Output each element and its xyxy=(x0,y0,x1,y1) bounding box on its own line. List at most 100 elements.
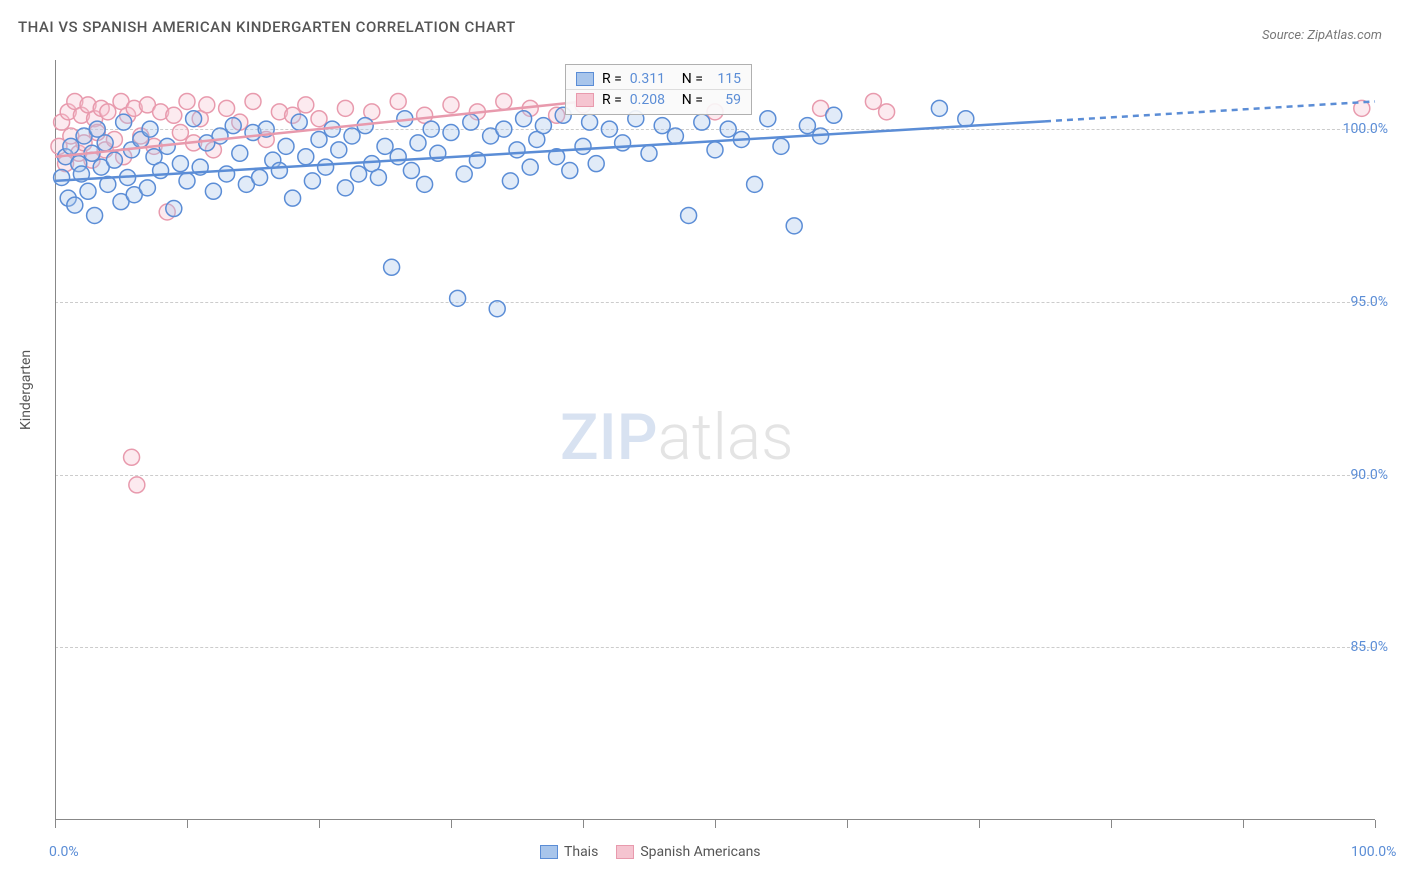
data-point xyxy=(271,163,287,179)
correlation-legend: R = 0.311 N = 115 R = 0.208 N = 59 xyxy=(565,64,752,115)
chart-container: THAI VS SPANISH AMERICAN KINDERGARTEN CO… xyxy=(0,0,1406,892)
data-point xyxy=(760,111,776,127)
data-point xyxy=(179,93,195,109)
data-point xyxy=(575,138,591,154)
data-point xyxy=(516,111,532,127)
data-point xyxy=(298,149,314,165)
data-point xyxy=(225,118,241,134)
legend-r-label: R = xyxy=(602,92,622,108)
data-point xyxy=(496,93,512,109)
data-point xyxy=(344,128,360,144)
data-point xyxy=(390,149,406,165)
data-point xyxy=(681,207,697,223)
data-point xyxy=(166,201,182,217)
legend-r-value: 0.311 xyxy=(630,71,674,87)
data-point xyxy=(304,173,320,189)
data-point xyxy=(443,97,459,113)
legend-item-thais: Thais xyxy=(540,844,598,860)
legend-row-spanish: R = 0.208 N = 59 xyxy=(566,89,751,110)
data-point xyxy=(205,183,221,199)
data-point xyxy=(311,131,327,147)
data-point xyxy=(245,93,261,109)
data-point xyxy=(496,121,512,137)
data-point xyxy=(106,152,122,168)
legend-n-value: 59 xyxy=(711,92,741,108)
data-point xyxy=(116,114,132,130)
legend-r-label: R = xyxy=(602,71,622,87)
data-point xyxy=(667,128,683,144)
data-point xyxy=(958,111,974,127)
data-point xyxy=(298,97,314,113)
data-point xyxy=(502,173,518,189)
data-point xyxy=(390,93,406,109)
data-point xyxy=(87,207,103,223)
data-point xyxy=(285,190,301,206)
data-point xyxy=(694,114,710,130)
data-point xyxy=(384,259,400,275)
data-point xyxy=(509,142,525,158)
legend-label: Thais xyxy=(564,844,598,860)
data-point xyxy=(456,166,472,182)
data-point xyxy=(291,114,307,130)
legend-n-label: N = xyxy=(682,92,703,108)
data-point xyxy=(153,163,169,179)
x-tick-label: 100.0% xyxy=(1351,844,1396,860)
legend-swatch-thais xyxy=(576,72,594,86)
data-point xyxy=(318,159,334,175)
chart-title: THAI VS SPANISH AMERICAN KINDERGARTEN CO… xyxy=(18,18,516,36)
legend-n-label: N = xyxy=(682,71,703,87)
x-tick-label: 0.0% xyxy=(49,844,79,860)
trend-line-dashed xyxy=(1045,101,1375,121)
data-point xyxy=(931,100,947,116)
data-point xyxy=(172,125,188,141)
legend-item-spanish: Spanish Americans xyxy=(616,844,760,860)
data-point xyxy=(337,100,353,116)
data-point xyxy=(641,145,657,161)
data-point xyxy=(80,183,96,199)
data-point xyxy=(562,163,578,179)
data-point xyxy=(377,138,393,154)
data-point xyxy=(172,156,188,172)
legend-n-value: 115 xyxy=(711,71,741,87)
data-point xyxy=(67,197,83,213)
data-point xyxy=(865,93,881,109)
legend-label: Spanish Americans xyxy=(640,844,760,860)
data-point xyxy=(463,114,479,130)
data-point xyxy=(63,138,79,154)
data-point xyxy=(786,218,802,234)
data-point xyxy=(403,163,419,179)
data-point xyxy=(212,128,228,144)
data-point xyxy=(799,118,815,134)
data-point xyxy=(615,135,631,151)
data-point xyxy=(139,180,155,196)
data-point xyxy=(278,138,294,154)
data-point xyxy=(443,125,459,141)
data-point xyxy=(219,166,235,182)
data-point xyxy=(417,176,433,192)
data-point xyxy=(535,118,551,134)
data-point xyxy=(100,104,116,120)
data-point xyxy=(588,156,604,172)
data-point xyxy=(450,290,466,306)
legend-swatch-icon xyxy=(540,845,558,859)
legend-swatch-spanish xyxy=(576,93,594,107)
data-point xyxy=(54,169,70,185)
data-point xyxy=(232,145,248,161)
data-point xyxy=(337,180,353,196)
data-point xyxy=(252,169,268,185)
legend-swatch-icon xyxy=(616,845,634,859)
legend-r-value: 0.208 xyxy=(630,92,674,108)
data-point xyxy=(826,107,842,123)
data-point xyxy=(166,107,182,123)
data-point xyxy=(311,111,327,127)
data-point xyxy=(142,121,158,137)
data-point xyxy=(747,176,763,192)
data-point xyxy=(331,142,347,158)
data-point xyxy=(423,121,439,137)
data-point xyxy=(179,173,195,189)
data-point xyxy=(489,301,505,317)
data-point xyxy=(219,100,235,116)
data-point xyxy=(129,477,145,493)
data-point xyxy=(879,104,895,120)
scatter-plot xyxy=(55,60,1375,820)
